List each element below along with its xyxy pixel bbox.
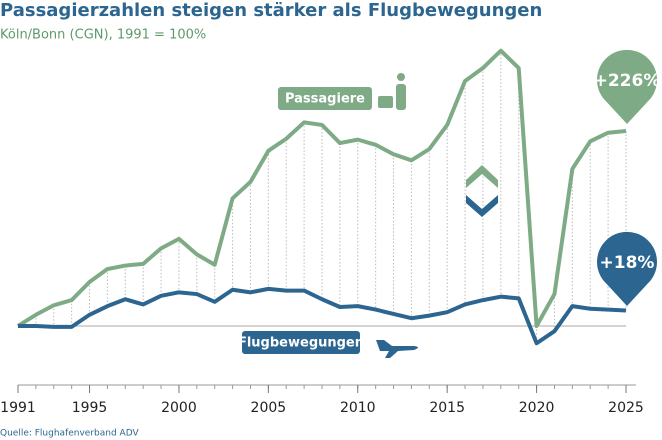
- person-icon: [397, 73, 405, 81]
- person-icon: [396, 84, 406, 110]
- series-label: Passagiere: [285, 92, 365, 107]
- chart-subtitle: Köln/Bonn (CGN), 1991 = 100%: [0, 28, 206, 43]
- series-label-box: [242, 331, 360, 354]
- x-tick-label: 2015: [429, 400, 465, 416]
- annotation-pin: [597, 231, 657, 306]
- x-tick-label: 2010: [340, 400, 376, 416]
- series-label-box: [278, 87, 372, 110]
- x-tick-label: 2000: [161, 400, 197, 416]
- annotation-label: +18%: [600, 253, 655, 273]
- annotation-label: +226%: [594, 71, 661, 91]
- chart-title: Passagierzahlen steigen stärker als Flug…: [0, 0, 542, 21]
- icons: [376, 73, 498, 358]
- x-tick-label: 2025: [608, 400, 644, 416]
- series-label: Flugbewegungen: [238, 336, 364, 351]
- x-tick-label: 1995: [72, 400, 108, 416]
- chevron-down: [466, 195, 498, 217]
- source: Quelle: Flughafenverband ADV: [0, 429, 139, 439]
- series-line: [16, 48, 627, 328]
- x-tick-label: 1991: [0, 400, 36, 416]
- annotation-pin: [597, 49, 657, 125]
- plane-icon: [376, 340, 418, 358]
- suitcase-icon: [378, 96, 393, 108]
- x-tick-label: 2020: [519, 400, 555, 416]
- series-line: [18, 286, 627, 346]
- chevron-up: [466, 165, 498, 188]
- x-tick-label: 2005: [251, 400, 287, 416]
